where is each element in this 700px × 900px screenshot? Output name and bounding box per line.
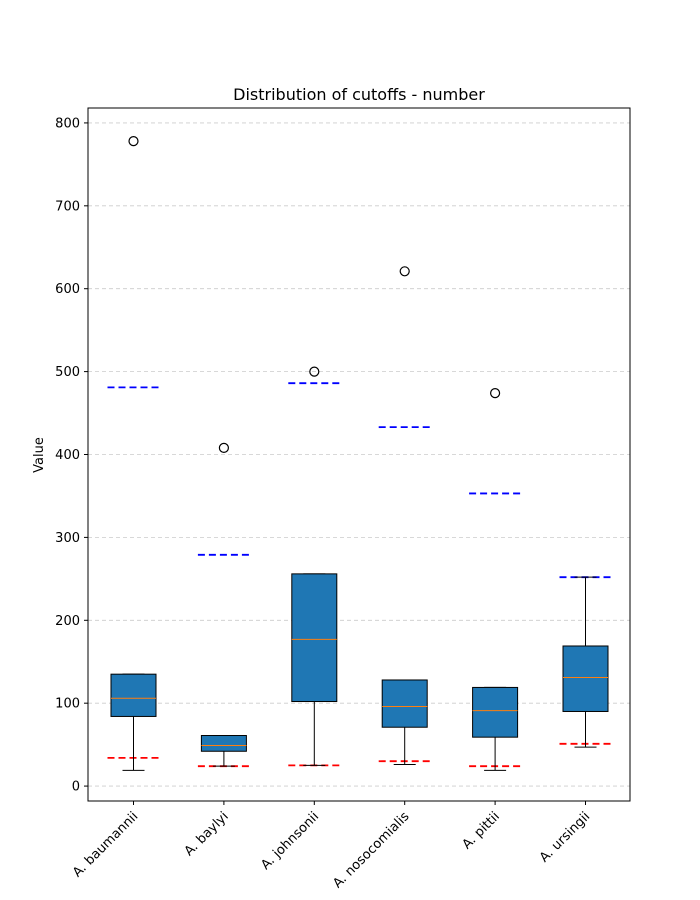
- chart-title: Distribution of cutoffs - number: [233, 85, 485, 104]
- box: [110, 673, 157, 717]
- box: [291, 573, 338, 703]
- y-tick-label: 600: [55, 282, 80, 297]
- outlier-point: [128, 136, 139, 147]
- box-group: [472, 388, 519, 771]
- x-tick-label: A. ursingii: [537, 809, 593, 865]
- box: [562, 645, 609, 712]
- outlier-point: [490, 388, 501, 399]
- y-tick-label: 0: [72, 780, 80, 795]
- y-axis: 0 100 200 300 400 500 600 700 800: [55, 116, 88, 795]
- outlier-point: [218, 442, 229, 453]
- boxes: [110, 136, 609, 771]
- reference-lines: [107, 382, 612, 768]
- x-axis: A. baumannii A. baylyi A. johnsonii A. noso…: [70, 801, 593, 891]
- x-tick-label: A. nosocomialis: [330, 809, 412, 891]
- outlier-point: [399, 266, 410, 277]
- gridlines: [88, 122, 630, 787]
- box-group: [562, 576, 609, 748]
- outlier-point: [309, 366, 320, 377]
- box: [472, 686, 519, 738]
- box-group: [381, 266, 428, 766]
- y-tick-label: 800: [55, 116, 80, 131]
- y-tick-label: 200: [55, 614, 80, 629]
- x-tick-label: A. baumannii: [70, 809, 141, 880]
- y-tick-label: 100: [55, 697, 80, 712]
- x-tick-label: A. johnsonii: [258, 809, 322, 873]
- x-tick-label: A. baylyi: [182, 809, 232, 859]
- y-tick-label: 700: [55, 199, 80, 214]
- box: [200, 735, 247, 752]
- x-tick-label: A. pittii: [460, 809, 503, 852]
- box-group: [110, 136, 157, 771]
- y-tick-label: 300: [55, 531, 80, 546]
- box-group: [200, 442, 247, 767]
- box-group: [291, 366, 338, 766]
- y-tick-label: 400: [55, 448, 80, 463]
- plot-frame: [87, 107, 631, 802]
- box: [381, 679, 428, 728]
- y-axis-label: Value: [32, 437, 47, 473]
- y-tick-label: 500: [55, 365, 80, 380]
